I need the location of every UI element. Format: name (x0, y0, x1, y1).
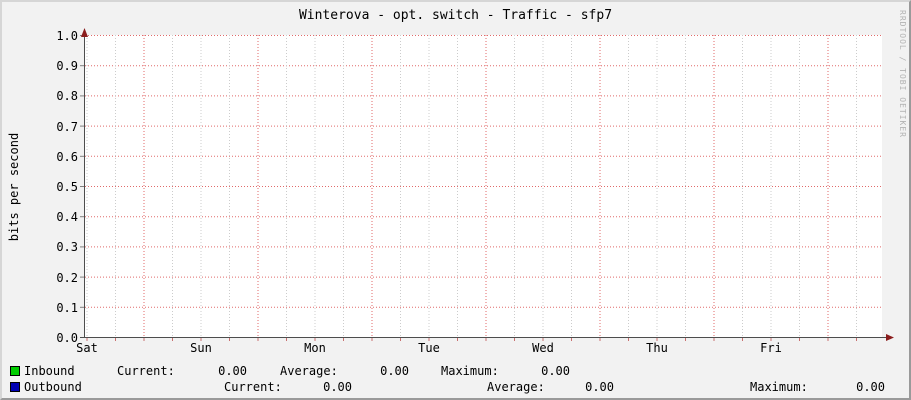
outbound-maximum-label: Maximum: (750, 380, 808, 394)
outbound-legend-swatch (10, 382, 20, 392)
x-axis-day-label: Tue (418, 341, 440, 355)
y-axis-tick-label: 0.6 (56, 149, 78, 164)
outbound-current-label: Current: (224, 380, 282, 394)
outbound-legend-label: Outbound (24, 380, 82, 394)
y-axis-tick-label: 0.2 (56, 270, 78, 285)
x-axis-day-label: Thu (646, 341, 668, 355)
rrdtool-watermark: RRDTOOL / TOBI OETIKER (898, 10, 907, 138)
y-axis-tick-label: 1.0 (56, 29, 78, 43)
inbound-average-value: 0.00 (380, 364, 409, 378)
y-axis-tick-label: 0.5 (56, 180, 78, 194)
outbound-maximum-value: 0.00 (856, 380, 885, 394)
outbound-average-label: Average: (487, 380, 545, 394)
y-axis-tick-label: 0.4 (56, 210, 78, 225)
x-axis-day-label: Fri (760, 341, 782, 355)
x-axis-day-label: Sat (76, 341, 98, 355)
x-axis-day-label: Wed (532, 341, 554, 355)
y-axis-tick-label: 0.9 (56, 59, 78, 74)
inbound-maximum-value: 0.00 (541, 364, 570, 378)
x-axis-day-label: Mon (304, 341, 326, 355)
x-axis-day-label: Sun (190, 341, 212, 355)
inbound-current-value: 0.00 (218, 364, 247, 378)
y-axis-tick-label: 0.3 (56, 240, 78, 255)
y-axis-tick-label: 0.0 (56, 331, 78, 345)
inbound-current-label: Current: (117, 364, 175, 378)
inbound-legend-swatch (10, 366, 20, 376)
inbound-average-label: Average: (280, 364, 338, 378)
y-axis-tick-label: 0.7 (56, 119, 78, 134)
inbound-maximum-label: Maximum: (441, 364, 499, 378)
graph-title: Winterova - opt. switch - Traffic - sfp7 (298, 8, 613, 23)
y-axis-tick-label: 0.1 (56, 300, 78, 315)
inbound-legend-label: Inbound (24, 364, 75, 378)
outbound-average-value: 0.00 (585, 380, 614, 394)
outbound-current-value: 0.00 (323, 380, 352, 394)
y-axis-tick-label: 0.8 (56, 89, 78, 104)
